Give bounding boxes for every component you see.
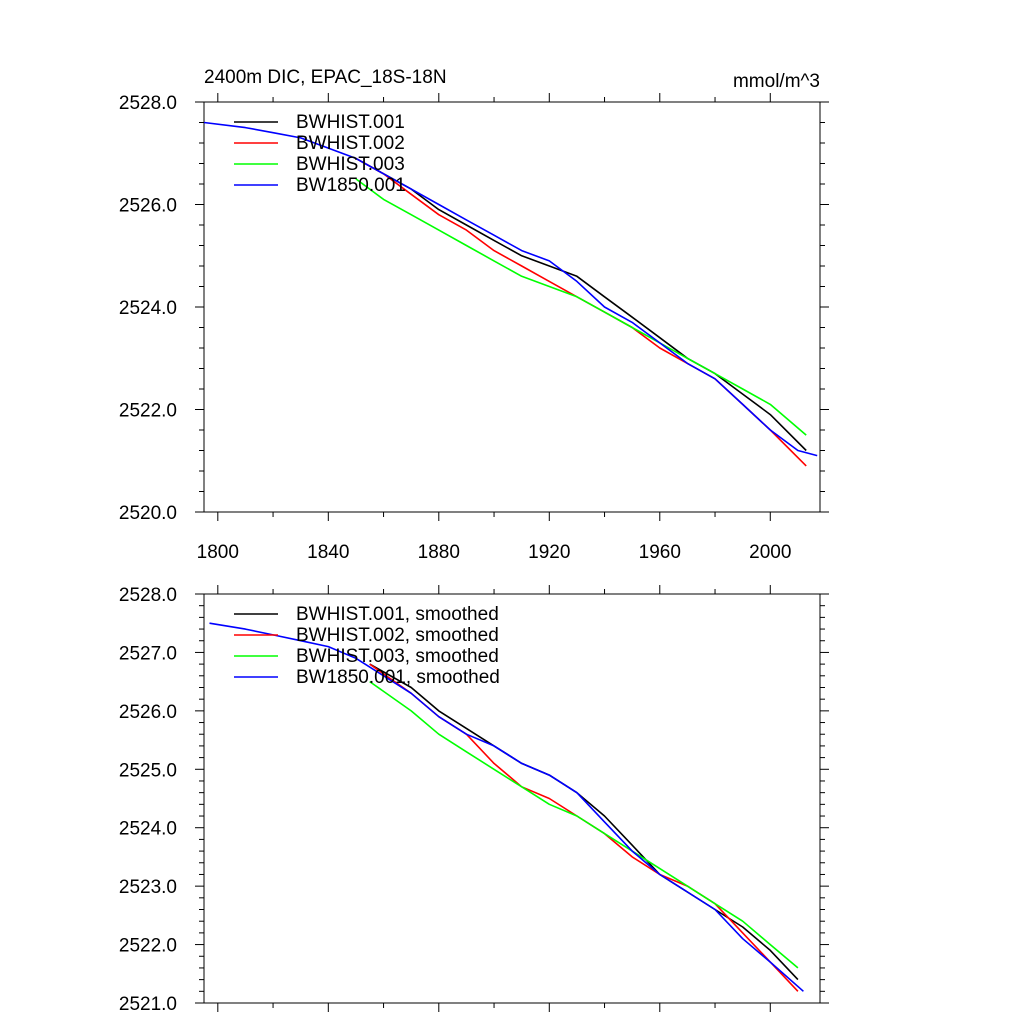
plot-frame: [203, 593, 821, 1004]
y-tick-label: 2523.0: [119, 877, 177, 898]
legend-label: BW1850.001: [296, 175, 406, 196]
legend-label: BWHIST.001, smoothed: [296, 604, 499, 625]
legend-label: BWHIST.001: [296, 112, 405, 133]
y-tick-label: 2524.0: [119, 819, 177, 840]
y-tick-label: 2526.0: [119, 196, 177, 217]
y-tick-label: 2528.0: [119, 585, 177, 606]
series-line-3: [203, 121, 818, 457]
y-tick-label: 2527.0: [119, 643, 177, 664]
legend-label: BWHIST.003, smoothed: [296, 646, 499, 667]
legend-label: BWHIST.002: [296, 133, 405, 154]
series-line-3: [209, 622, 804, 992]
y-tick-label: 2520.0: [119, 503, 177, 524]
series-line-0: [355, 157, 807, 452]
x-tick-label: 1960: [639, 542, 681, 563]
y-tick-label: 2526.0: [119, 702, 177, 723]
series-line-0: [369, 663, 799, 981]
raw-panel: 2520.0 2522.0 2524.0 2526.0 2528.0 1800 1840 18…: [119, 93, 829, 563]
units-label: mmol/m^3: [733, 71, 820, 92]
legend-label: BWHIST.003: [296, 154, 405, 175]
y-tick-label: 2525.0: [119, 760, 177, 781]
legend-label: BWHIST.002, smoothed: [296, 625, 499, 646]
y-tick-label: 2521.0: [119, 994, 177, 1015]
x-tick-label: 1920: [528, 542, 570, 563]
x-tick-label: 1880: [418, 542, 460, 563]
series-line-2: [369, 680, 799, 969]
y-tick-label: 2528.0: [119, 93, 177, 114]
x-tick-label: 1800: [197, 542, 239, 563]
legend-label: BW1850.001, smoothed: [296, 667, 500, 688]
y-tick-label: 2522.0: [119, 401, 177, 422]
smoothed-panel: 2521.0 2522.0 2523.0 2524.0 2525.0 2526.0 2527…: [119, 585, 829, 1015]
x-tick-label: 1840: [307, 542, 349, 563]
y-tick-label: 2524.0: [119, 298, 177, 319]
series-line-2: [355, 178, 807, 436]
x-tick-label: 2000: [749, 542, 791, 563]
chart-title: 2400m DIC, EPAC_18S-18N: [204, 67, 447, 88]
series-line-1: [355, 157, 807, 467]
y-tick-label: 2522.0: [119, 936, 177, 957]
